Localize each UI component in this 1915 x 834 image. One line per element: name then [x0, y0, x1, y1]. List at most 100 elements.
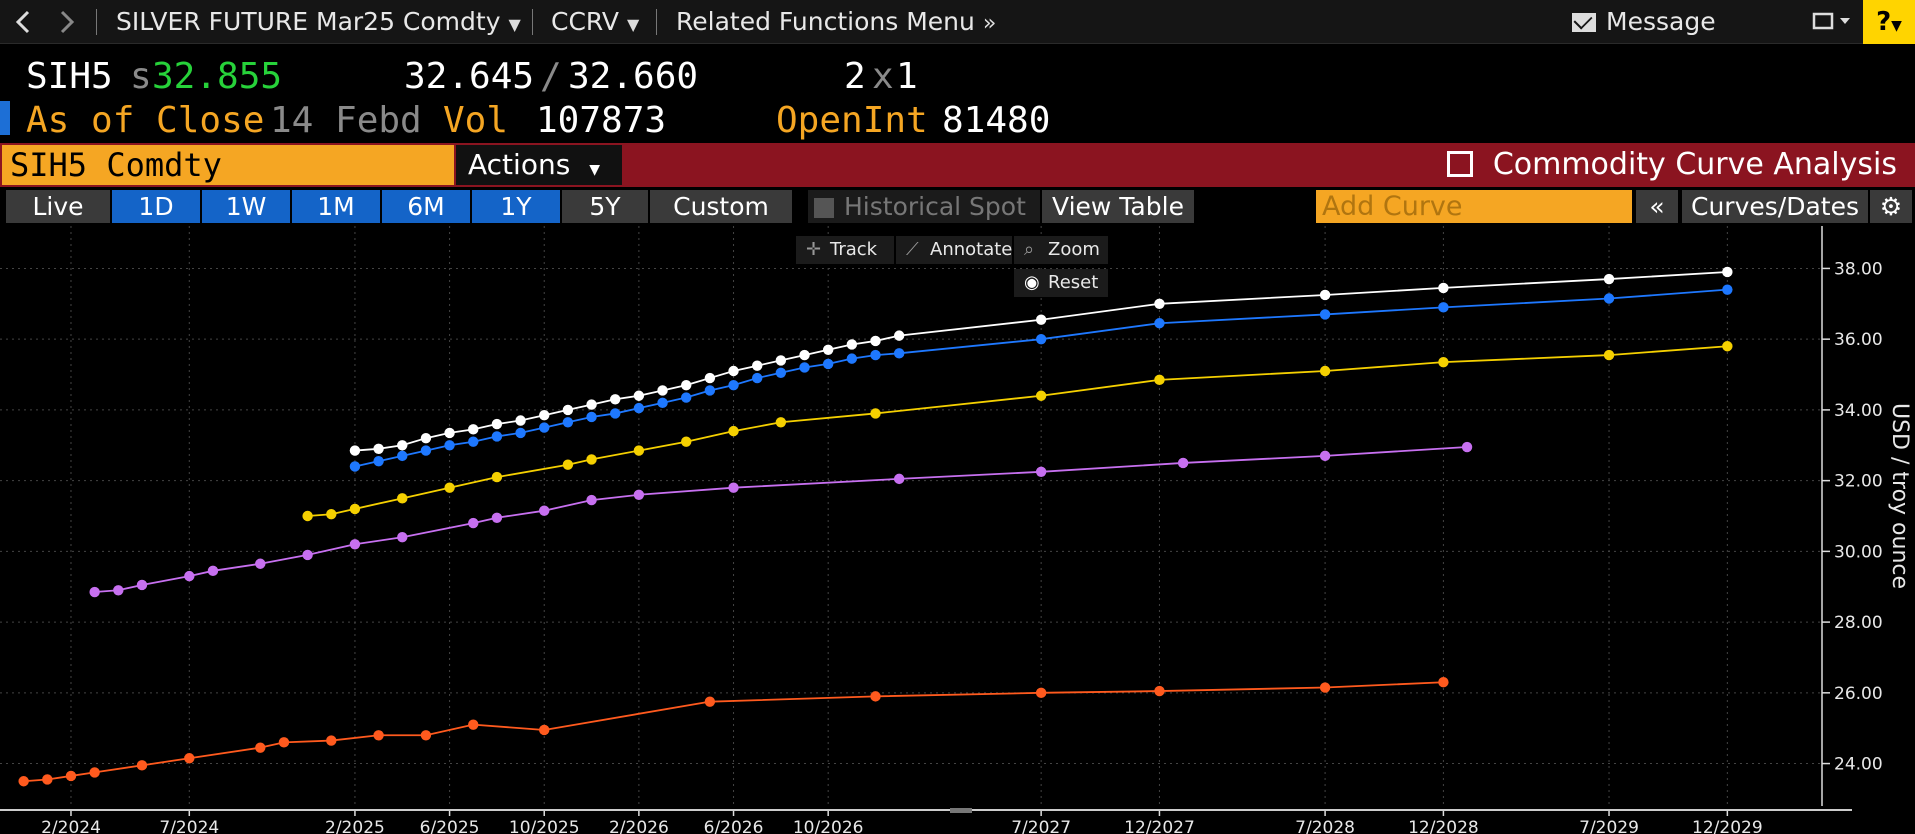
series-point-4 — [420, 730, 432, 741]
view-table-button[interactable]: View Table — [1042, 190, 1194, 223]
series-point-4 — [255, 742, 266, 753]
x-tick-label: 12/2029 — [1692, 818, 1763, 834]
volume-label: Vol — [443, 100, 509, 141]
series-point-0 — [1035, 314, 1047, 325]
series-point-4 — [1438, 677, 1449, 688]
series-point-3 — [207, 565, 219, 577]
horizon-button-custom[interactable]: Custom — [650, 190, 792, 223]
horizon-button-6m[interactable]: 6M — [382, 190, 470, 223]
pencil-icon: ⟋ — [906, 239, 919, 260]
bid-size: 2 — [844, 56, 866, 97]
series-point-3 — [491, 512, 503, 523]
add-curve-input[interactable]: Add Curve — [1316, 190, 1632, 223]
series-point-0 — [657, 385, 668, 396]
horizon-button-1y[interactable]: 1Y — [472, 190, 560, 223]
series-point-0 — [1319, 289, 1331, 301]
series-point-0 — [893, 330, 905, 341]
series-line-3 — [94, 446, 1468, 593]
y-tick-label: 28.00 — [1834, 613, 1883, 633]
horizon-button-live[interactable]: Live — [6, 190, 110, 223]
series-point-0 — [444, 427, 455, 439]
series-point-2 — [1438, 356, 1449, 368]
function-title[interactable]: Commodity Curve Analysis — [1446, 143, 1897, 187]
series-point-2 — [1035, 390, 1047, 401]
related-functions-label: Related Functions Menu — [676, 7, 975, 36]
caret-down-icon: ▼ — [508, 15, 521, 34]
actions-button[interactable]: Actions ▼ — [456, 145, 622, 185]
series-point-1 — [870, 349, 881, 361]
back-arrow-icon[interactable] — [12, 4, 34, 40]
reset-tool[interactable]: ◉ Reset — [1014, 269, 1108, 297]
series-point-1 — [633, 402, 645, 414]
series-point-4 — [1035, 687, 1047, 699]
y-tick-label: 34.00 — [1834, 401, 1883, 421]
track-tool[interactable]: ✛ Track — [796, 236, 894, 264]
series-point-1 — [468, 436, 479, 447]
window-export-icon — [1812, 12, 1850, 30]
series-point-4 — [278, 737, 290, 748]
last-price-prefix: s — [130, 56, 152, 97]
related-functions-menu[interactable]: Related Functions Menu » — [676, 4, 996, 40]
envelope-icon — [1572, 13, 1596, 32]
series-point-1 — [539, 422, 550, 433]
series-point-0 — [373, 443, 384, 455]
function-menu-label: CCRV — [551, 7, 620, 36]
function-menu[interactable]: CCRV ▼ — [551, 4, 639, 40]
series-point-0 — [562, 404, 574, 416]
magnifier-icon: ⌕ — [1024, 239, 1035, 260]
curves-dates-button[interactable]: Curves/Dates — [1682, 190, 1868, 223]
historical-spot-label: Historical Spot — [844, 192, 1026, 221]
window-menu[interactable] — [1812, 4, 1856, 40]
horizon-button-1m[interactable]: 1M — [292, 190, 380, 223]
y-tick-label: 32.00 — [1834, 472, 1883, 492]
security-field[interactable]: SIH5 Comdty — [2, 145, 454, 185]
message-button[interactable]: Message — [1572, 4, 1716, 40]
series-point-2 — [491, 471, 503, 483]
series-point-0 — [349, 445, 361, 456]
series-point-0 — [728, 365, 739, 377]
horizon-button-5y[interactable]: 5Y — [562, 190, 648, 223]
settings-button[interactable]: ⚙ — [1870, 190, 1912, 223]
curve-chart[interactable]: 38.00 36.00 34.00 32.00 30.00 28.00 26.00 24.00… — [0, 226, 1915, 834]
horizon-bar: Live 1D 1W 1M 6M 1Y 5Y Custom Historical… — [0, 187, 1915, 226]
series-point-0 — [397, 440, 408, 451]
series-point-1 — [586, 411, 597, 423]
close-date: 14 Febd — [270, 100, 422, 141]
annotate-tool[interactable]: ⟋ Annotate — [896, 236, 1012, 264]
series-point-3 — [184, 570, 195, 582]
y-axis-title: USD / troy ounce — [1887, 403, 1912, 589]
reset-radio-icon: ◉ — [1024, 272, 1040, 293]
series-point-4 — [18, 776, 29, 787]
forward-arrow-icon[interactable] — [56, 4, 78, 40]
series-point-2 — [586, 454, 597, 465]
horizon-button-1d[interactable]: 1D — [112, 190, 200, 223]
series-point-1 — [610, 408, 621, 419]
series-point-2 — [1154, 374, 1165, 386]
ask-price: 32.660 — [568, 56, 699, 97]
series-point-0 — [633, 390, 645, 401]
series-point-3 — [349, 539, 361, 550]
horizon-button-1w[interactable]: 1W — [202, 190, 290, 223]
series-point-4 — [184, 753, 195, 764]
collapse-button[interactable]: « — [1636, 190, 1678, 223]
curve-chart-svg[interactable]: 38.00 36.00 34.00 32.00 30.00 28.00 26.00 24.00… — [0, 226, 1915, 834]
x-tick-label: 7/2029 — [1579, 818, 1639, 834]
checkbox-icon — [814, 198, 834, 218]
historical-spot-toggle[interactable]: Historical Spot — [808, 190, 1040, 223]
series-point-0 — [822, 344, 834, 355]
last-price: 32.855 — [152, 56, 283, 97]
series-point-4 — [468, 719, 479, 730]
x-tick-label: 2/2025 — [325, 818, 385, 834]
zoom-tool[interactable]: ⌕ Zoom — [1014, 236, 1108, 264]
series-point-1 — [515, 427, 526, 439]
series-point-0 — [681, 379, 692, 391]
series-point-2 — [1603, 349, 1615, 361]
series-point-3 — [1035, 466, 1047, 477]
series-point-0 — [468, 424, 479, 435]
series-point-4 — [373, 730, 384, 741]
security-menu[interactable]: SILVER FUTURE Mar25 Comdty ▼ — [116, 4, 521, 40]
series-point-3 — [539, 505, 550, 516]
x-tick-label: 7/2027 — [1011, 818, 1071, 834]
help-button[interactable]: ?▼ — [1863, 0, 1915, 44]
series-point-4 — [65, 770, 77, 782]
